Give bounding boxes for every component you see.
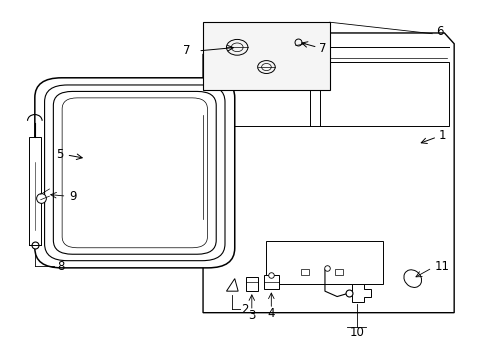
Text: 7: 7	[319, 42, 326, 55]
Text: 2: 2	[241, 303, 248, 316]
FancyBboxPatch shape	[44, 85, 224, 261]
Bar	[29, 137, 41, 244]
Bar	[264, 275, 278, 289]
Text: 1: 1	[438, 129, 445, 143]
Text: 6: 6	[435, 25, 443, 38]
Text: 7: 7	[183, 44, 190, 57]
Polygon shape	[320, 62, 448, 126]
Text: 4: 4	[267, 307, 275, 320]
FancyBboxPatch shape	[62, 98, 207, 248]
Polygon shape	[351, 284, 370, 302]
Polygon shape	[203, 33, 453, 313]
Text: 10: 10	[348, 326, 364, 339]
Polygon shape	[212, 62, 310, 126]
Text: 8: 8	[57, 260, 64, 273]
Bar	[203, 22, 329, 90]
Text: 5: 5	[56, 148, 63, 161]
Text: 9: 9	[69, 190, 76, 203]
Bar	[334, 269, 343, 275]
Bar	[300, 269, 309, 275]
Bar	[245, 277, 257, 291]
Polygon shape	[266, 241, 383, 284]
Text: 3: 3	[247, 309, 255, 322]
FancyBboxPatch shape	[35, 78, 234, 268]
FancyBboxPatch shape	[53, 91, 216, 254]
Polygon shape	[226, 279, 238, 291]
Text: 11: 11	[433, 260, 448, 273]
